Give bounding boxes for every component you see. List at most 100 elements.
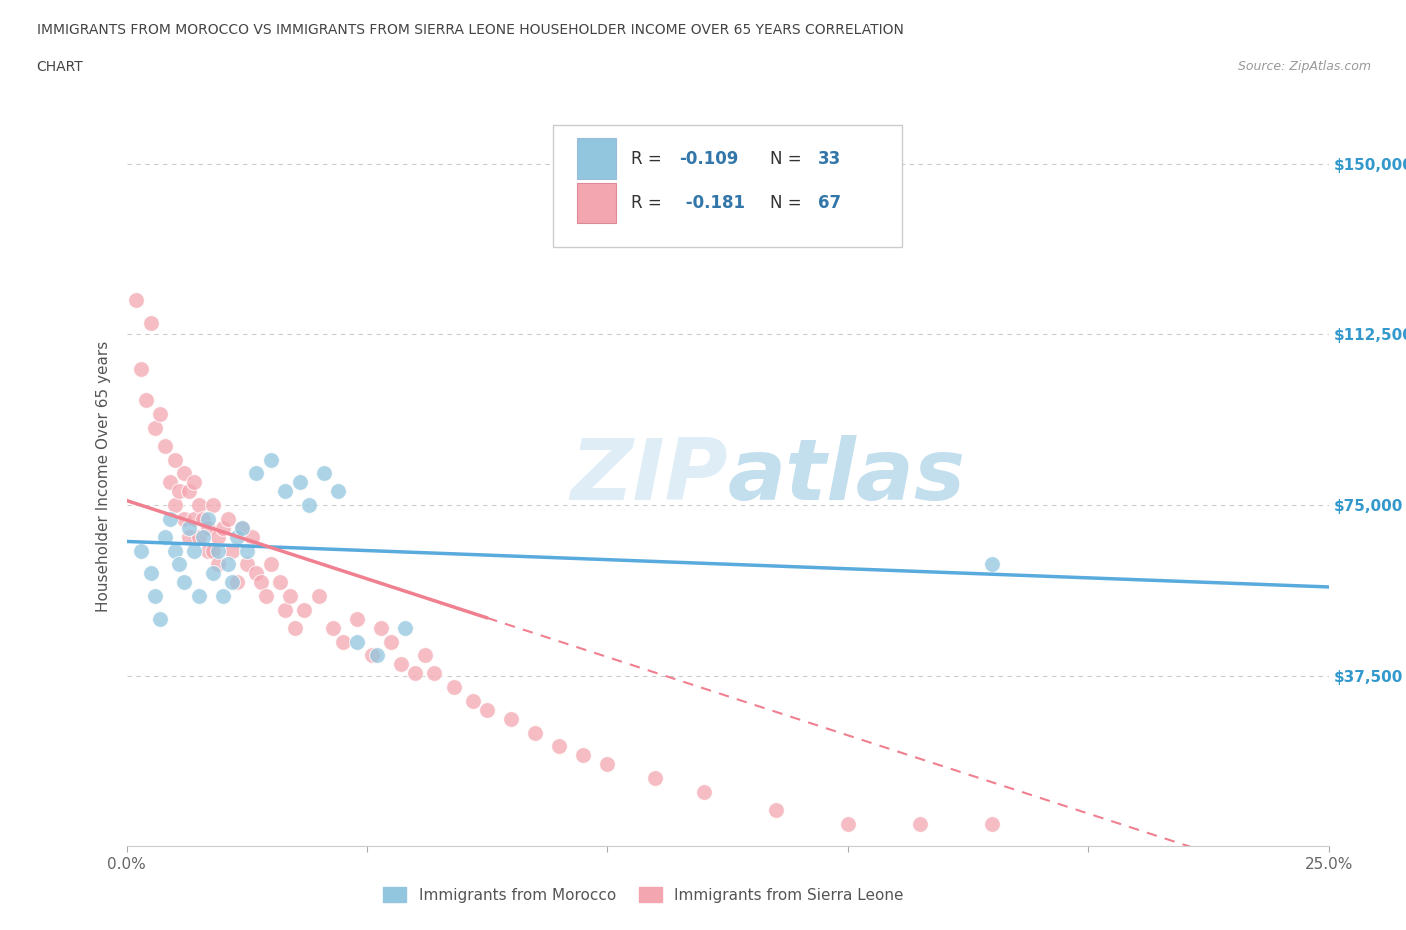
Point	[572, 748, 595, 763]
Point	[169, 484, 191, 498]
Point	[394, 620, 416, 635]
Point	[312, 466, 335, 481]
Text: R =: R =	[631, 150, 668, 167]
Point	[207, 557, 229, 572]
Point	[413, 648, 436, 663]
Text: ZIP: ZIP	[569, 435, 728, 518]
Point	[245, 466, 267, 481]
Point	[366, 648, 388, 663]
Point	[159, 512, 181, 526]
Point	[163, 543, 186, 558]
Point	[139, 565, 162, 580]
Point	[129, 543, 152, 558]
Point	[235, 543, 259, 558]
Point	[177, 521, 200, 536]
Point	[692, 784, 714, 799]
FancyBboxPatch shape	[578, 139, 616, 179]
Point	[548, 738, 571, 753]
Point	[346, 634, 368, 649]
Point	[187, 589, 209, 604]
Point	[269, 575, 291, 590]
Legend: Immigrants from Morocco, Immigrants from Sierra Leone: Immigrants from Morocco, Immigrants from…	[377, 881, 910, 909]
Point	[360, 648, 382, 663]
Point	[981, 817, 1004, 831]
Point	[207, 529, 229, 544]
Text: N =: N =	[769, 150, 807, 167]
Point	[322, 620, 344, 635]
Point	[221, 543, 243, 558]
Point	[461, 693, 484, 708]
Point	[443, 680, 465, 695]
Point	[231, 521, 253, 536]
Text: CHART: CHART	[37, 60, 83, 74]
Point	[837, 817, 859, 831]
Point	[149, 406, 172, 421]
Point	[501, 711, 523, 726]
Point	[202, 543, 225, 558]
Point	[235, 557, 259, 572]
Point	[250, 575, 273, 590]
Point	[173, 512, 195, 526]
Y-axis label: Householder Income Over 65 years: Householder Income Over 65 years	[96, 341, 111, 612]
Point	[226, 529, 249, 544]
Point	[139, 315, 162, 330]
Point	[217, 557, 239, 572]
Text: -0.109: -0.109	[679, 150, 740, 167]
Point	[197, 543, 219, 558]
Point	[298, 498, 321, 512]
Point	[254, 589, 277, 604]
Point	[308, 589, 330, 604]
Text: 33: 33	[818, 150, 841, 167]
Point	[177, 484, 200, 498]
Point	[404, 666, 426, 681]
Point	[145, 589, 167, 604]
Point	[202, 498, 225, 512]
Point	[288, 475, 311, 490]
Point	[370, 620, 392, 635]
Point	[149, 611, 172, 626]
Point	[284, 620, 307, 635]
Point	[169, 557, 191, 572]
Point	[274, 484, 297, 498]
FancyBboxPatch shape	[554, 126, 901, 247]
Point	[260, 452, 283, 467]
Text: 67: 67	[818, 194, 841, 212]
Point	[278, 589, 301, 604]
Point	[596, 757, 619, 772]
Point	[173, 575, 195, 590]
Point	[173, 466, 195, 481]
Point	[908, 817, 931, 831]
Point	[183, 512, 205, 526]
Point	[187, 529, 209, 544]
Point	[129, 361, 152, 376]
Point	[389, 657, 412, 671]
Point	[765, 803, 787, 817]
Point	[159, 475, 181, 490]
Point	[326, 484, 349, 498]
Point	[380, 634, 402, 649]
Point	[177, 529, 200, 544]
Point	[475, 702, 498, 717]
Point	[981, 557, 1004, 572]
Point	[202, 565, 225, 580]
Point	[187, 498, 209, 512]
Point	[163, 452, 186, 467]
Text: IMMIGRANTS FROM MOROCCO VS IMMIGRANTS FROM SIERRA LEONE HOUSEHOLDER INCOME OVER : IMMIGRANTS FROM MOROCCO VS IMMIGRANTS FR…	[37, 23, 904, 37]
Point	[153, 529, 176, 544]
Point	[240, 529, 263, 544]
Point	[163, 498, 186, 512]
Text: atlas: atlas	[728, 435, 966, 518]
Point	[644, 771, 666, 786]
Point	[221, 575, 243, 590]
Point	[183, 543, 205, 558]
Point	[193, 529, 215, 544]
Point	[524, 725, 547, 740]
Point	[153, 438, 176, 453]
Point	[197, 521, 219, 536]
Point	[332, 634, 354, 649]
Point	[274, 603, 297, 618]
Point	[207, 543, 229, 558]
Point	[346, 611, 368, 626]
Text: -0.181: -0.181	[679, 194, 745, 212]
Point	[294, 603, 316, 618]
